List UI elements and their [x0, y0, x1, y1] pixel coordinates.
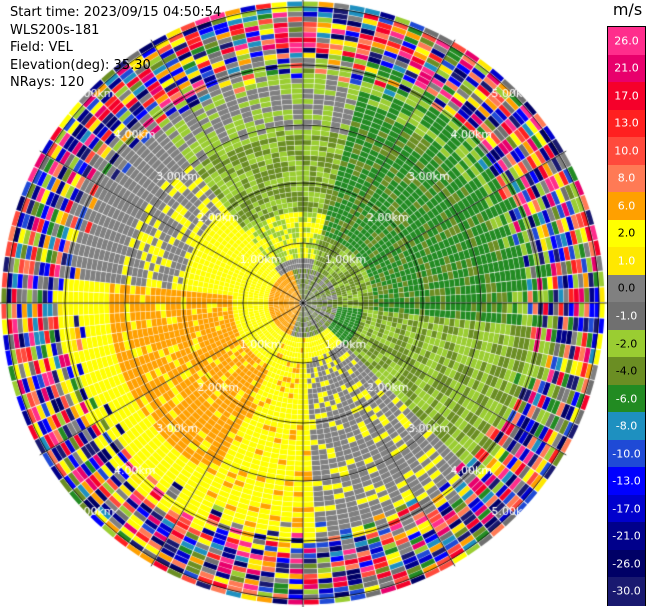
colorbar-segment — [608, 384, 645, 413]
colorbar-segment — [608, 27, 645, 56]
colorbar-segment — [608, 82, 645, 111]
colorbar-segment — [608, 219, 645, 248]
colorbar-segment — [608, 274, 645, 303]
colorbar-tick-label: -4.0 — [615, 364, 638, 378]
colorbar-tick-label: -30.0 — [612, 584, 641, 598]
colorbar-tick-label: 26.0 — [614, 34, 639, 48]
colorbar-segment — [608, 467, 645, 496]
start-time-text: Start time: 2023/09/15 04:50:54 — [10, 5, 222, 20]
colorbar-segment — [608, 494, 645, 523]
instrument-name-text: WLS200s-181 — [10, 22, 100, 38]
colorbar-segment — [608, 192, 645, 221]
colorbar-tick-label: 6.0 — [617, 199, 636, 213]
colorbar-tick-label: 2.0 — [617, 226, 636, 240]
colorbar-tick-label: -10.0 — [612, 447, 641, 461]
colorbar-segment — [608, 329, 645, 358]
scan-info-panel: Start time: 2023/09/15 04:50:54 WLS200s-… — [10, 4, 221, 92]
velocity-colorbar: 26.0 21.0 17.0 13.0 10.0 8.0 6.0 2.0 1.0 0.0 -1.0 -… — [607, 26, 646, 606]
colorbar-segment — [608, 137, 645, 166]
colorbar-tick-label: -26.0 — [612, 557, 641, 571]
field-text: Field: VEL — [10, 40, 73, 55]
colorbar-tick-label: -21.0 — [612, 529, 641, 543]
colorbar-segment — [608, 412, 645, 441]
colorbar-tick-label: 17.0 — [614, 89, 639, 103]
colorbar-segment — [608, 109, 645, 138]
colorbar-segment — [608, 164, 645, 193]
colorbar-segment — [608, 439, 645, 468]
colorbar-tick-label: 8.0 — [617, 171, 636, 185]
nrays-text: NRays: 120 — [10, 75, 85, 90]
colorbar-tick-label: 0.0 — [617, 281, 636, 295]
colorbar-segment — [608, 247, 645, 276]
colorbar-tick-label: -1.0 — [615, 309, 638, 323]
colorbar-tick-label: 1.0 — [617, 254, 636, 268]
elevation-text: Elevation(deg): 35.30 — [10, 57, 151, 73]
colorbar-segment — [608, 577, 645, 606]
colorbar-unit-label: m/s — [612, 0, 643, 19]
colorbar-tick-label: -2.0 — [615, 337, 638, 351]
colorbar-segment — [608, 522, 645, 551]
colorbar-tick-label: -8.0 — [615, 419, 638, 433]
colorbar-tick-label: -13.0 — [612, 474, 641, 488]
colorbar-tick-label: 13.0 — [614, 116, 639, 130]
colorbar-segment — [608, 357, 645, 386]
colorbar-segment — [608, 54, 645, 83]
colorbar-tick-label: 21.0 — [614, 61, 639, 75]
colorbar-segment — [608, 549, 645, 579]
colorbar-tick-label: 10.0 — [614, 144, 639, 158]
colorbar-tick-label: -17.0 — [612, 502, 641, 516]
colorbar-tick-label: -6.0 — [615, 392, 638, 406]
colorbar-segment — [608, 302, 645, 331]
